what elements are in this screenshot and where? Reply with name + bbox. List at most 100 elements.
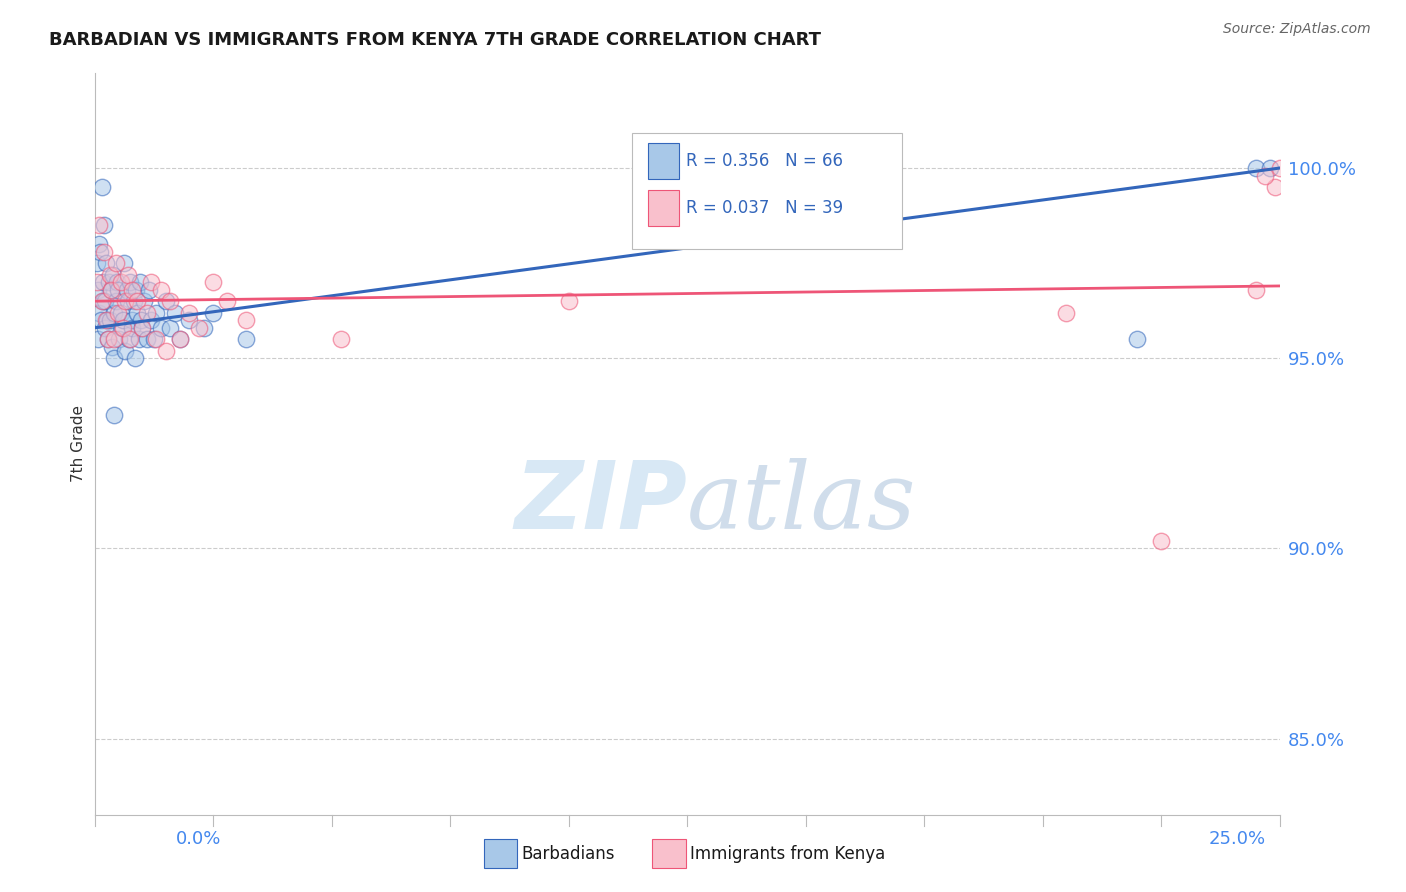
Text: atlas: atlas [688,458,917,548]
Text: BARBADIAN VS IMMIGRANTS FROM KENYA 7TH GRADE CORRELATION CHART: BARBADIAN VS IMMIGRANTS FROM KENYA 7TH G… [49,31,821,49]
Point [91,275,114,289]
Point [101,340,124,354]
Point [111,320,134,334]
Point [105,275,128,289]
Y-axis label: 7th Grade: 7th Grade [72,405,86,483]
Point [121,320,143,334]
Point [103,409,125,423]
Point [94,294,117,309]
Point [103,332,125,346]
Point [114,343,136,358]
Point [217,294,239,309]
Point [128,275,150,289]
Point [1258,161,1281,175]
Point [1264,180,1286,194]
Point [330,332,353,346]
Point [114,294,136,309]
Point [235,332,257,346]
Point [121,313,143,327]
Point [142,332,165,346]
Point [159,320,181,334]
Point [118,332,141,346]
Text: 25.0%: 25.0% [1208,830,1265,847]
Point [90,180,112,194]
Point [155,294,177,309]
Point [87,283,110,297]
Point [117,268,139,282]
Point [165,305,187,319]
Point [93,218,115,232]
Point [94,320,117,334]
Point [111,313,134,327]
Point [97,275,120,289]
Point [89,305,111,319]
Point [1268,161,1291,175]
Point [90,313,112,327]
Point [134,294,156,309]
Point [111,320,134,334]
Point [90,294,112,309]
Point [1244,161,1267,175]
Point [770,161,793,175]
Point [110,275,132,289]
Point [131,320,153,334]
Point [202,275,225,289]
Point [107,305,129,319]
Point [104,256,127,270]
Point [1054,305,1077,319]
Point [149,320,172,334]
Point [135,305,157,319]
Point [120,275,142,289]
Point [86,256,108,270]
Text: Source: ZipAtlas.com: Source: ZipAtlas.com [1223,22,1371,37]
Point [127,294,149,309]
Point [135,332,157,346]
Point [122,294,145,309]
Point [107,283,129,297]
Point [108,332,131,346]
Point [138,283,160,297]
Point [86,275,108,289]
Point [96,313,118,327]
Point [112,256,135,270]
Point [87,332,110,346]
Point [128,332,150,346]
Point [149,283,172,297]
Point [97,332,120,346]
Point [155,343,177,358]
Point [1244,283,1267,297]
Point [96,256,118,270]
Point [124,351,146,366]
Text: ZIP: ZIP [515,457,688,549]
Point [145,332,167,346]
Point [127,305,149,319]
Point [179,313,201,327]
Point [121,283,143,297]
Point [97,332,120,346]
Point [96,313,118,327]
Point [103,305,125,319]
Point [145,305,167,319]
Point [89,244,111,259]
Text: 0.0%: 0.0% [176,830,221,847]
Point [93,244,115,259]
Point [1126,332,1149,346]
Text: Barbadians: Barbadians [522,845,616,863]
Point [104,294,127,309]
Point [98,313,121,327]
Point [117,294,139,309]
Point [202,305,225,319]
Point [120,332,142,346]
Point [235,313,257,327]
Point [557,294,579,309]
Point [125,283,148,297]
Point [1254,169,1277,183]
Point [141,275,163,289]
Point [100,283,122,297]
Point [193,320,215,334]
Text: R = 0.356   N = 66: R = 0.356 N = 66 [686,153,842,170]
Point [110,305,132,319]
Point [159,294,181,309]
Point [187,320,209,334]
Point [101,268,124,282]
